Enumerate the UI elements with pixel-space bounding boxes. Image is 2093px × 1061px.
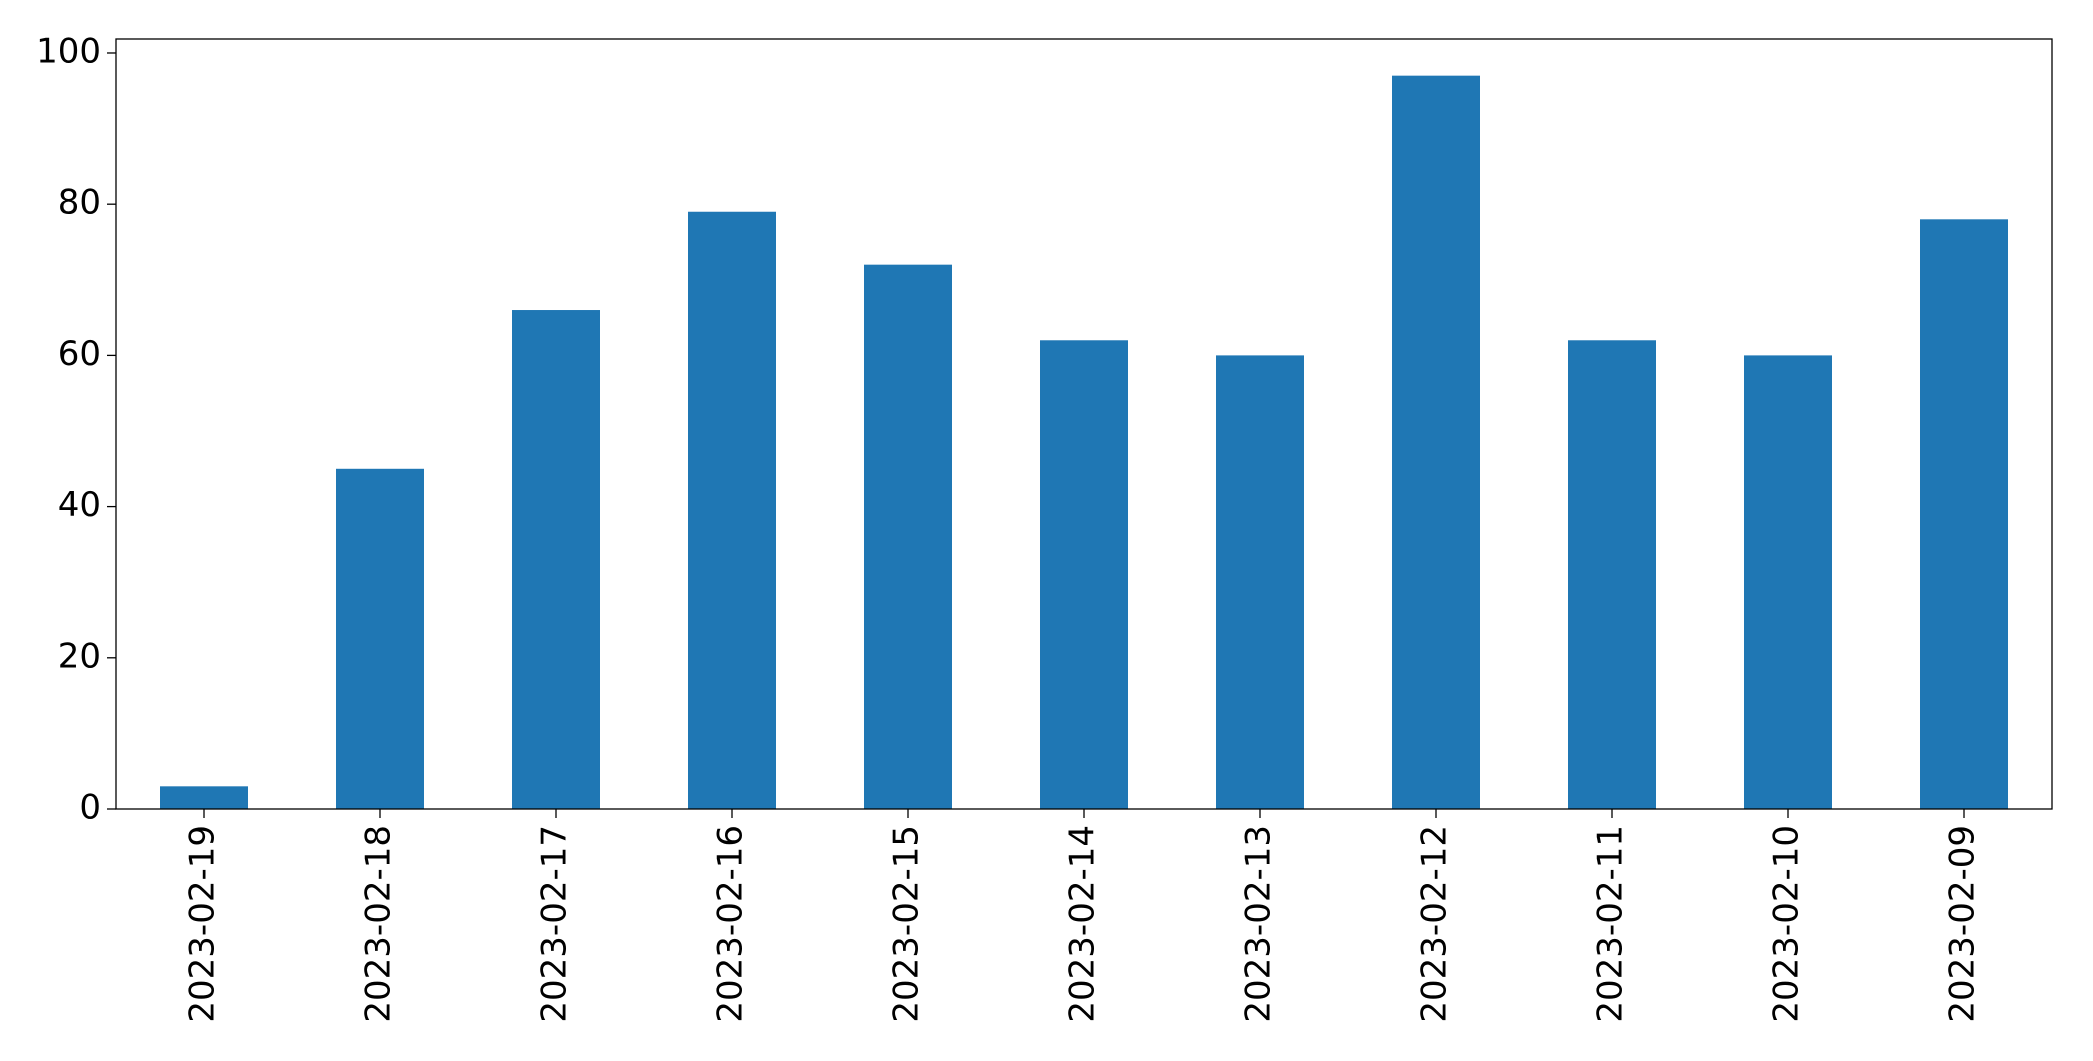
x-tick-label: 2023-02-09	[1943, 825, 1983, 1023]
x-tick-label: 2023-02-11	[1591, 825, 1631, 1023]
y-tick-label: 40	[58, 485, 101, 525]
bar	[512, 310, 600, 809]
x-tick-label: 2023-02-12	[1415, 825, 1455, 1023]
bar	[1744, 355, 1832, 809]
x-tick-label: 2023-02-18	[359, 825, 399, 1023]
x-tick-label: 2023-02-19	[183, 825, 223, 1023]
y-tick-label: 80	[58, 183, 101, 223]
plot-frame	[115, 38, 2053, 810]
x-tick-label: 2023-02-13	[1239, 825, 1279, 1023]
bar	[1392, 75, 1480, 809]
bar	[160, 786, 248, 809]
bar	[336, 468, 424, 809]
bar	[688, 211, 776, 809]
y-tick-label: 0	[79, 788, 101, 828]
y-tick-label: 100	[36, 31, 101, 71]
x-tick-label: 2023-02-15	[887, 825, 927, 1023]
bar	[1216, 355, 1304, 809]
bar	[864, 264, 952, 809]
bar	[1920, 219, 2008, 810]
bar	[1040, 340, 1128, 809]
x-tick-label: 2023-02-14	[1063, 825, 1103, 1023]
x-tick-label: 2023-02-16	[711, 825, 751, 1023]
y-tick-label: 60	[58, 334, 101, 374]
bar	[1568, 340, 1656, 809]
y-tick-label: 20	[58, 636, 101, 676]
x-tick-label: 2023-02-17	[535, 825, 575, 1023]
x-tick-label: 2023-02-10	[1767, 825, 1807, 1023]
